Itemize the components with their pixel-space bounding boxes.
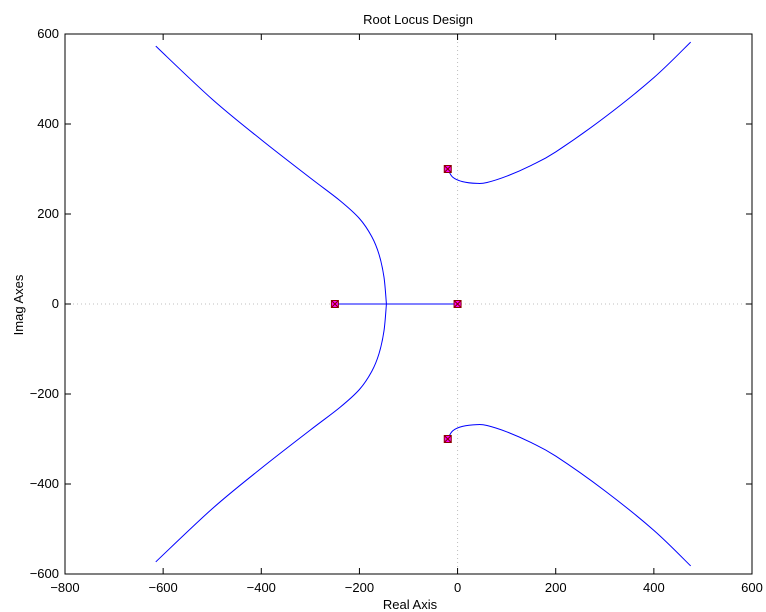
- y-tick-label: −200: [30, 386, 59, 401]
- y-tick-label: 0: [52, 296, 59, 311]
- y-tick-label: 600: [37, 26, 59, 41]
- pole-x-mark: [443, 165, 452, 173]
- y-tick-label: −600: [30, 566, 59, 581]
- x-tick-label: −200: [345, 580, 374, 595]
- x-tick-label: 600: [741, 580, 763, 595]
- x-tick-label: 200: [545, 580, 567, 595]
- pole-marker: [443, 165, 452, 173]
- x-tick-label: −800: [50, 580, 79, 595]
- pole-x-mark: [443, 435, 452, 443]
- locus-branch-1: [155, 45, 387, 305]
- pole-marker: [453, 300, 462, 308]
- y-tick-label: 200: [37, 206, 59, 221]
- locus-branch-3: [447, 41, 692, 184]
- x-tick-label: −600: [148, 580, 177, 595]
- locus-branch-4: [447, 424, 692, 567]
- y-axis-label: Imag Axes: [11, 274, 26, 335]
- pole-x-mark: [330, 300, 339, 308]
- pole-x-mark: [453, 300, 462, 308]
- x-axis-label: Real Axis: [383, 597, 438, 612]
- pole-marker: [330, 300, 339, 308]
- chart-title: Root Locus Design: [363, 12, 473, 27]
- y-tick-label: 400: [37, 116, 59, 131]
- locus-branch-2: [155, 303, 387, 563]
- x-tick-label: 0: [454, 580, 461, 595]
- plot-area: −800 −600 −400 −200 0 200 400 600−600−400−20002…: [30, 26, 763, 595]
- x-tick-label: 400: [643, 580, 665, 595]
- x-tick-label: −400: [247, 580, 276, 595]
- pole-marker: [443, 435, 452, 443]
- y-tick-label: −400: [30, 476, 59, 491]
